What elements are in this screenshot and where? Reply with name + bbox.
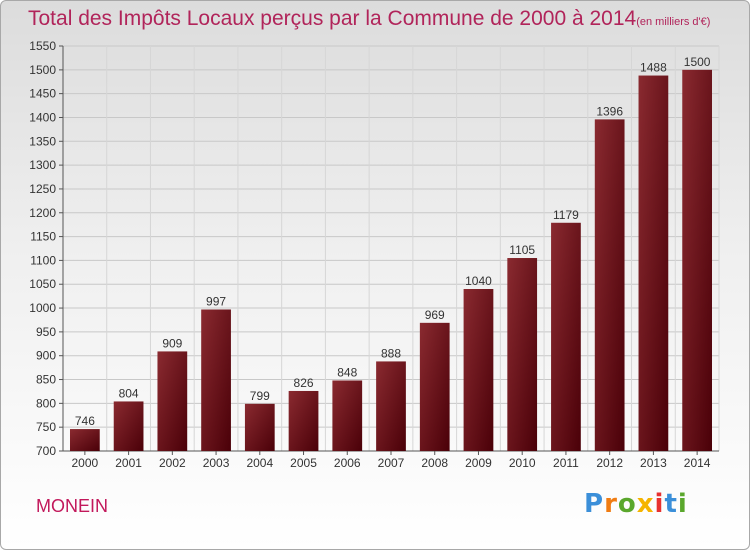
- x-tick-label: 2001: [115, 456, 142, 470]
- data-label: 909: [162, 336, 182, 350]
- x-tick-label: 2010: [509, 456, 536, 470]
- bar-2007: [376, 361, 406, 451]
- data-label: 1396: [596, 104, 623, 118]
- y-tick-label: 1200: [29, 206, 56, 220]
- data-label: 746: [75, 414, 95, 428]
- bar-2006: [332, 380, 363, 451]
- data-label: 997: [206, 294, 226, 308]
- x-tick-label: 2004: [246, 456, 273, 470]
- logo-letter: t: [664, 489, 678, 519]
- x-tick-label: 2011: [553, 456, 579, 470]
- y-tick-label: 1300: [29, 158, 56, 172]
- y-tick-label: 1500: [29, 63, 56, 77]
- bar-2011: [551, 222, 581, 451]
- bar-2012: [594, 119, 625, 452]
- y-tick-label: 700: [36, 444, 56, 458]
- x-tick-label: 2012: [596, 456, 623, 470]
- bar-2002: [157, 351, 188, 451]
- x-tick-label: 2014: [684, 456, 711, 470]
- bar-2000: [69, 429, 100, 451]
- data-label: 1179: [553, 208, 579, 222]
- y-tick-label: 850: [36, 373, 56, 387]
- bar-2003: [201, 309, 231, 451]
- bar-chart: 700 750 800 850 900 950 1000 1050 1100 1150 1200 12…: [29, 39, 720, 470]
- logo-letter: i: [677, 489, 688, 519]
- bar-2013: [638, 75, 669, 452]
- x-tick-label: 2013: [640, 456, 667, 470]
- data-label: 1105: [509, 243, 535, 257]
- chart-title: Total des Impôts Locaux perçus par la Co…: [28, 7, 710, 31]
- x-tick-label: 2007: [378, 456, 405, 470]
- data-label: 826: [294, 376, 314, 390]
- logo-letter: i: [654, 489, 665, 519]
- x-tick-label: 2008: [421, 456, 448, 470]
- proxiti-logo[interactable]: Proxiti: [584, 489, 688, 519]
- bar-2009: [463, 289, 494, 451]
- x-tick-label: 2002: [159, 456, 186, 470]
- y-tick-label: 1550: [29, 39, 56, 53]
- y-tick-label: 1150: [30, 230, 56, 244]
- y-tick-label: 1000: [29, 301, 56, 315]
- data-label: 1488: [640, 61, 667, 75]
- bar-2004: [244, 403, 275, 451]
- data-label: 848: [337, 365, 357, 379]
- axes: 700 750 800 850 900 950 1000 1050 1100 1150 1200 12…: [29, 39, 719, 470]
- y-tick-label: 1450: [29, 87, 56, 101]
- bars: [69, 69, 713, 452]
- data-label: 969: [425, 308, 445, 322]
- chart-title-text: Total des Impôts Locaux perçus par la Co…: [28, 7, 637, 30]
- data-label: 1040: [465, 274, 492, 288]
- commune-name: MONEIN: [36, 496, 108, 516]
- logo-letter: P: [584, 489, 605, 519]
- y-tick-label: 1350: [29, 134, 56, 148]
- data-label: 1500: [684, 55, 711, 69]
- bar-2010: [507, 258, 538, 451]
- y-tick-label: 1050: [29, 277, 56, 291]
- x-tick-label: 2003: [203, 456, 230, 470]
- data-labels: 746 804 909 997 799 826 848 888 969 1040 1105 1179 1…: [75, 55, 711, 428]
- y-tick-label: 1100: [30, 253, 56, 267]
- data-label: 888: [381, 346, 401, 360]
- x-tick-label: 2009: [465, 456, 492, 470]
- x-tick-label: 2000: [72, 456, 99, 470]
- y-tick-label: 1250: [29, 182, 56, 196]
- data-label: 804: [119, 386, 139, 400]
- y-tick-label: 1400: [29, 110, 56, 124]
- logo-letter: x: [636, 489, 655, 519]
- bar-2005: [288, 390, 319, 451]
- y-tick-label: 800: [36, 396, 56, 410]
- logo-letter: r: [604, 489, 618, 519]
- y-tick-label: 900: [36, 349, 56, 363]
- logo-letter: o: [617, 489, 637, 519]
- bar-2008: [419, 322, 450, 451]
- y-tick-label: 950: [36, 325, 56, 339]
- bar-2001: [113, 401, 144, 451]
- y-tick-label: 750: [36, 420, 56, 434]
- bar-2014: [682, 69, 713, 451]
- x-tick-label: 2006: [334, 456, 361, 470]
- x-tick-label: 2005: [290, 456, 317, 470]
- unit-note: (en milliers d'€): [636, 16, 711, 28]
- data-label: 799: [250, 389, 270, 403]
